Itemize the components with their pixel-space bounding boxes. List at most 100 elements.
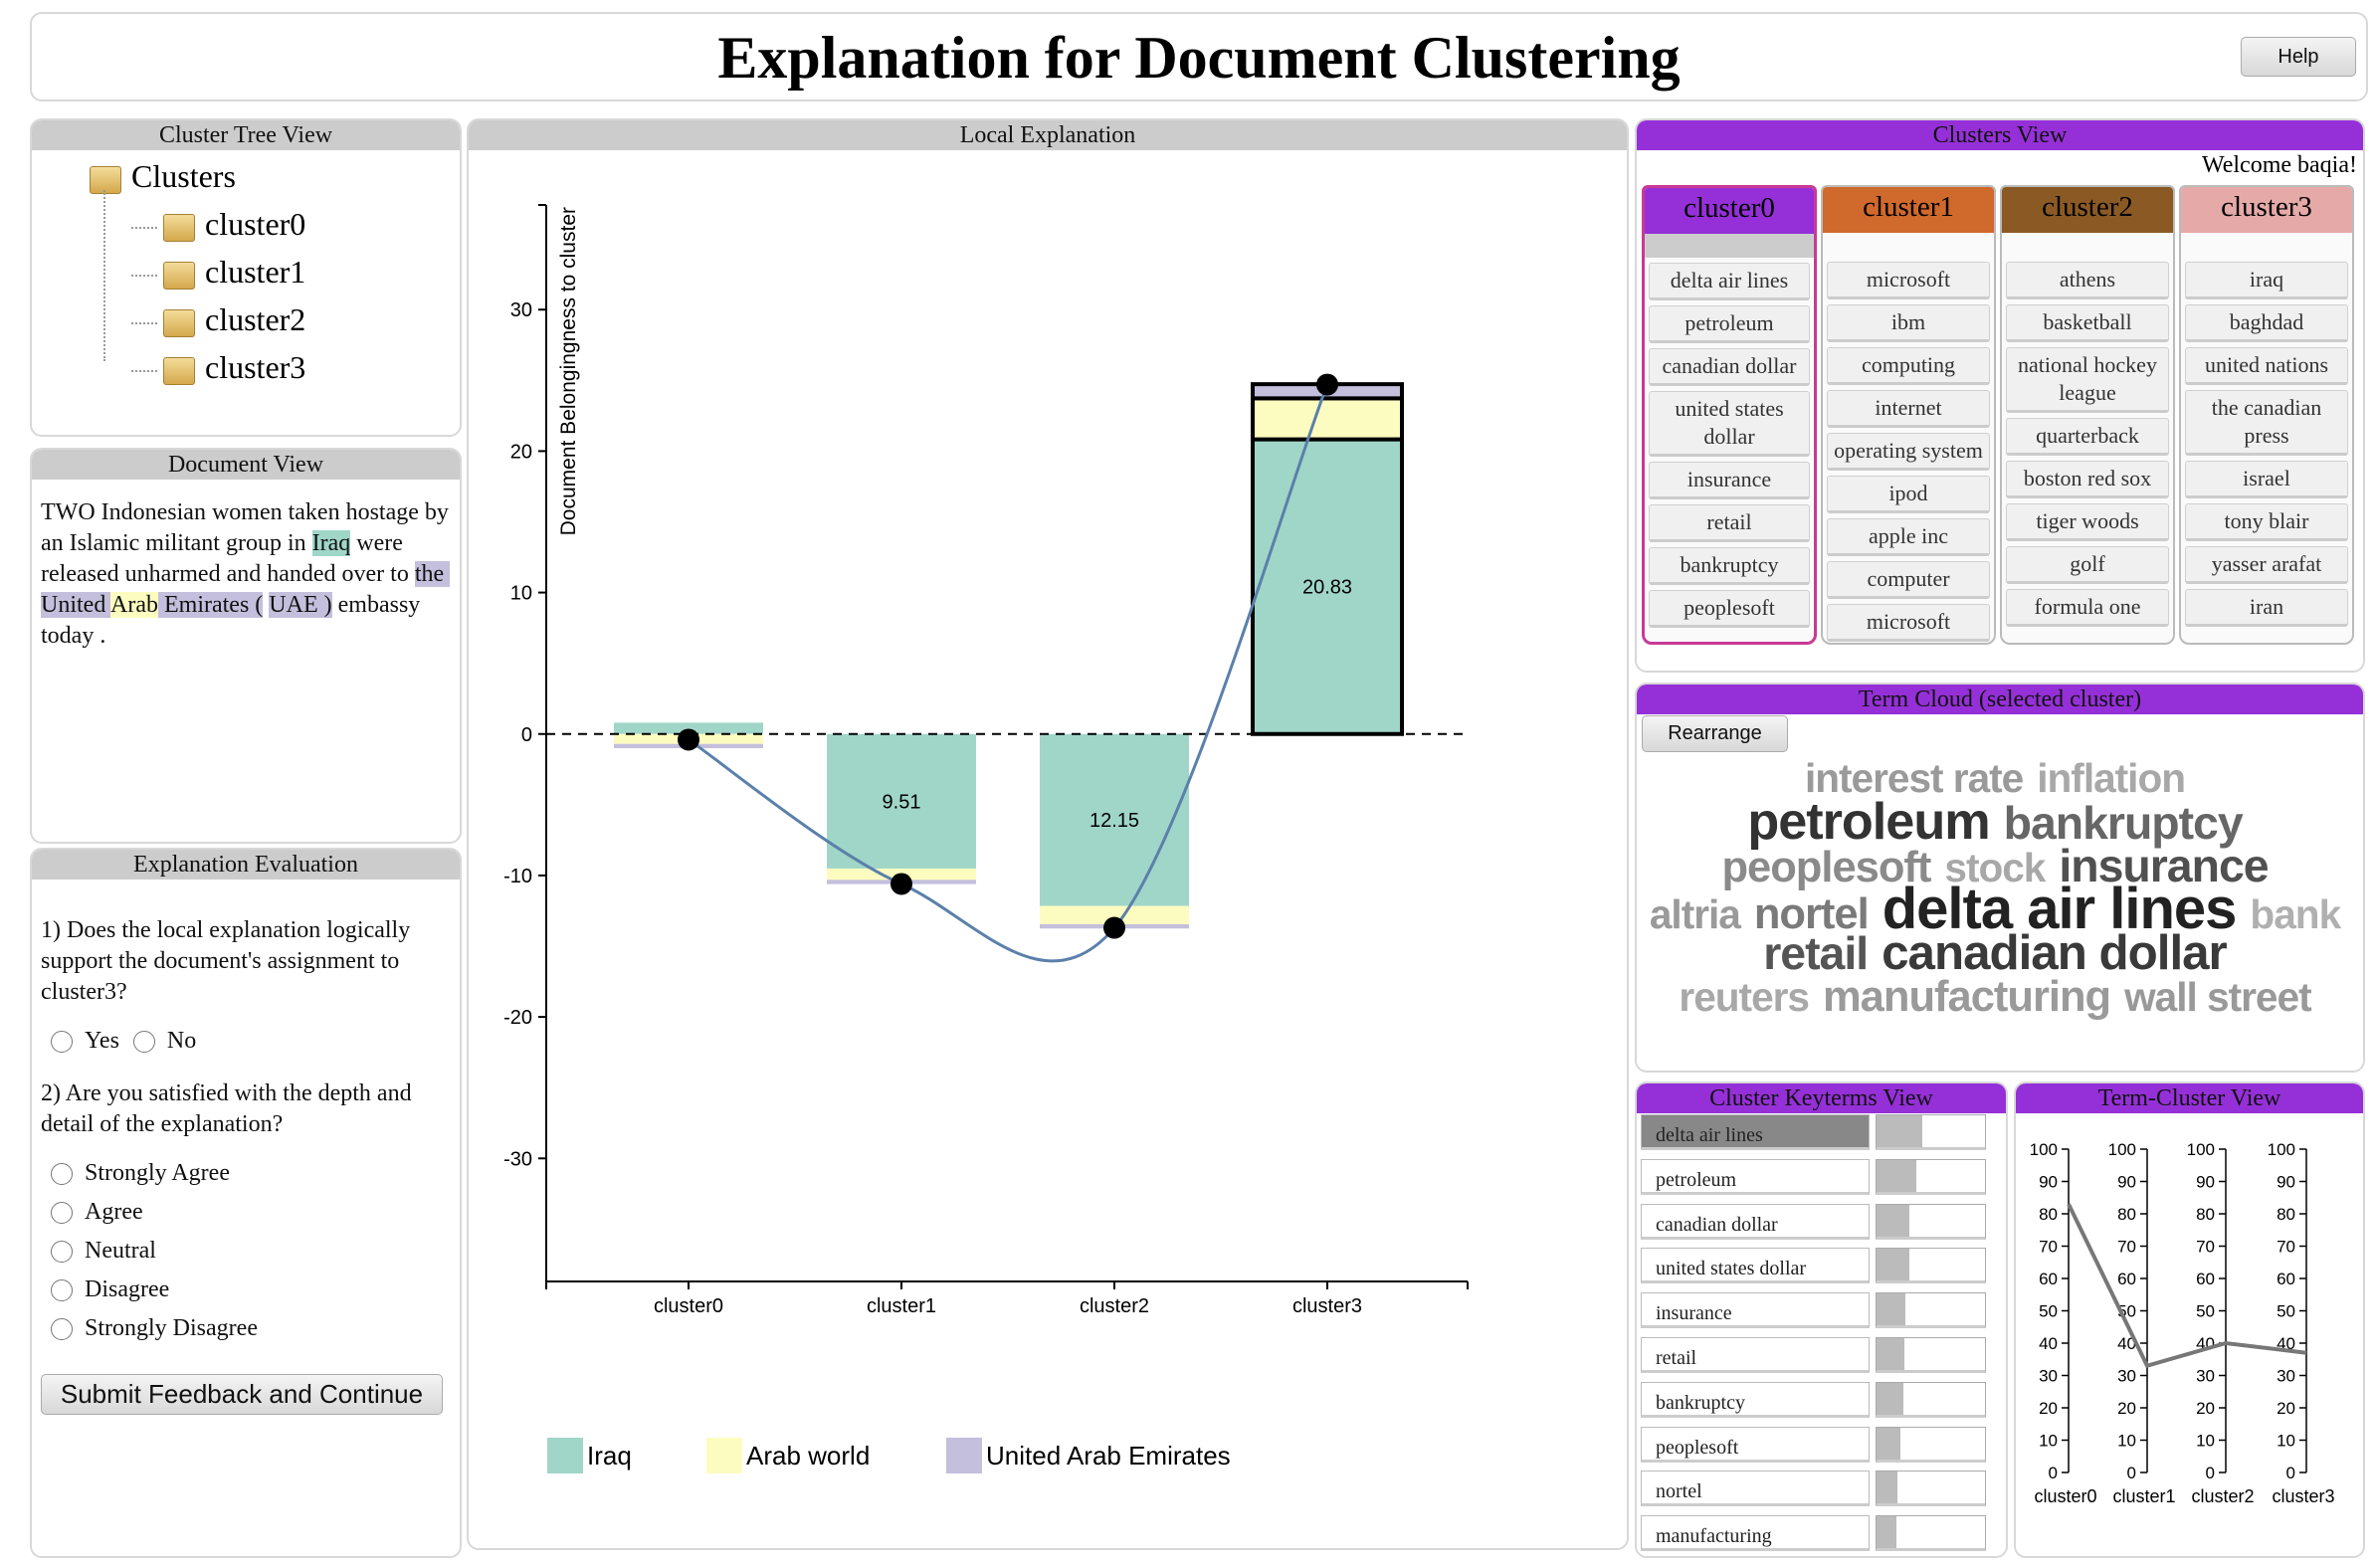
cloud-row: reuters manufacturing wall street [1667,975,2323,1019]
local-explanation-panel: Local Explanation [467,118,1629,1550]
cluster-term: formula one [2006,589,2169,627]
spacer [2181,233,2352,257]
panel-title: Explanation Evaluation [32,850,460,880]
radio[interactable] [51,1318,73,1341]
tree-node[interactable]: cluster2 [131,301,305,338]
panel-title: Term Cloud (selected cluster) [1637,685,2363,714]
clusters-view-panel: Clusters View Welcome baqia! [1635,118,2365,673]
welcome-text: Welcome baqia! [2202,152,2357,178]
option: Yes [51,1026,119,1057]
tree-connector [131,321,157,324]
cluster-term: iran [2185,589,2348,627]
cluster-term: israel [2185,461,2348,498]
tree-label: cluster0 [205,206,306,242]
document-text: TWO Indonesian women taken hostage by an… [41,499,455,556]
keyterm-bar [1877,1516,1896,1549]
keyterm-bar [1877,1471,1897,1504]
document-text: were released unharmed and handed over t… [41,530,415,587]
cluster-column[interactable]: cluster0 delta air lines petroleum canadian… [1642,185,1817,645]
option-label: Strongly Disagree [85,1315,258,1341]
keyterm[interactable]: insurance [1641,1292,1870,1329]
radio[interactable] [51,1241,73,1264]
radio[interactable] [51,1202,73,1225]
evaluation-panel: Explanation Evaluation 1) Does the local… [30,848,462,1558]
cloud-word: insurance [2059,840,2269,891]
options: Strongly Agree Agree Neutral Disagree Strong… [41,1158,454,1352]
tree-node[interactable]: cluster3 [131,349,305,386]
folder-icon [163,308,195,337]
panel-title: Local Explanation [469,120,1627,150]
highlighted-term [158,592,164,618]
tree-node[interactable]: cluster1 [131,254,305,291]
cluster-term: baghdad [2185,304,2348,342]
keyterm-bar [1877,1249,1909,1281]
cluster-term: peoplesoft [1649,590,1810,628]
help-button[interactable]: Help [2241,37,2356,77]
cluster-term: national hockey league [2006,347,2169,413]
cluster-term: microsoft [1827,604,1990,642]
question: 1) Does the local explanation logically … [41,917,411,1005]
keyterm[interactable]: nortel [1641,1470,1870,1507]
option: Neutral [51,1236,454,1274]
folder-icon [90,165,121,194]
cluster-column[interactable]: cluster3 iraq baghdad united nations the can… [2179,185,2354,645]
option: Strongly Agree [51,1158,454,1197]
option-label: Neutral [85,1238,156,1264]
cluster-term: delta air lines [1649,263,1810,300]
cluster-term: boston red sox [2006,461,2169,498]
cloud-row: peoplesoft stock insurance [1667,840,2323,891]
keyterm[interactable]: retail [1641,1337,1870,1373]
cloud-word: delta air lines [1882,877,2238,941]
cloud-word: bankruptcy [2003,797,2244,849]
panel-title: Cluster Tree View [32,120,460,150]
spacer [1823,233,1994,257]
cluster-term: athens [2006,262,2169,299]
rearrange-button[interactable]: Rearrange [1642,715,1788,752]
cluster-term: united nations [2185,347,2348,385]
radio[interactable] [51,1163,73,1186]
keyterm[interactable]: petroleum [1641,1158,1870,1195]
option-label: Strongly Agree [85,1160,230,1186]
keyterm-bar-box [1876,1203,1986,1240]
cluster-term: computer [1827,561,1990,599]
cluster-term: canadian dollar [1649,348,1810,386]
folder-icon [163,261,195,290]
keyterm-bar-box [1876,1158,1986,1195]
submit-button[interactable]: Submit Feedback and Continue [41,1374,443,1415]
cluster-term: basketball [2006,304,2169,342]
keyterm[interactable]: canadian dollar [1641,1203,1870,1240]
keyterm[interactable]: united states dollar [1641,1248,1870,1284]
cluster-term: yasser arafat [2185,546,2348,584]
keyterm-bar-box [1876,1515,1986,1552]
cluster-term: internet [1827,390,1990,428]
cluster-term: ipod [1827,476,1990,513]
evaluation-form: 1) Does the local explanation logically … [41,915,454,1415]
tree-node[interactable]: cluster0 [131,206,305,243]
radio[interactable] [132,1031,155,1054]
document-text: TWO Indonesian women taken hostage by an… [41,497,454,652]
cluster-term: insurance [1649,462,1810,499]
term-cluster-panel: Term-Cluster View [2014,1081,2365,1558]
cloud-row: retail canadian dollar [1667,928,2323,977]
cluster-column[interactable]: cluster1 microsoft ibm computing internet ope… [1821,185,1996,645]
cloud-word: interest rate [1804,755,2024,801]
option: Disagree [51,1274,454,1313]
option: No [132,1026,196,1057]
option: Agree [51,1197,454,1236]
keyterm[interactable]: delta air lines [1641,1114,1870,1150]
tree-label: cluster1 [205,254,306,290]
spacer [2002,233,2173,257]
folder-icon [163,356,195,385]
cluster-term: retail [1649,504,1810,542]
keyterm[interactable]: peoplesoft [1641,1426,1870,1463]
keyterm[interactable]: manufacturing [1641,1515,1870,1552]
cloud-word: reuters [1679,974,1810,1020]
tree-root[interactable]: Clusters [90,158,236,195]
option: Strongly Disagree [51,1313,454,1352]
keyterm[interactable]: bankruptcy [1641,1381,1870,1418]
cluster-column[interactable]: cluster2 athens basketball national hockey … [2000,185,2175,645]
radio[interactable] [51,1031,73,1054]
cloud-word: stock [1944,845,2046,890]
radio[interactable] [51,1279,73,1302]
